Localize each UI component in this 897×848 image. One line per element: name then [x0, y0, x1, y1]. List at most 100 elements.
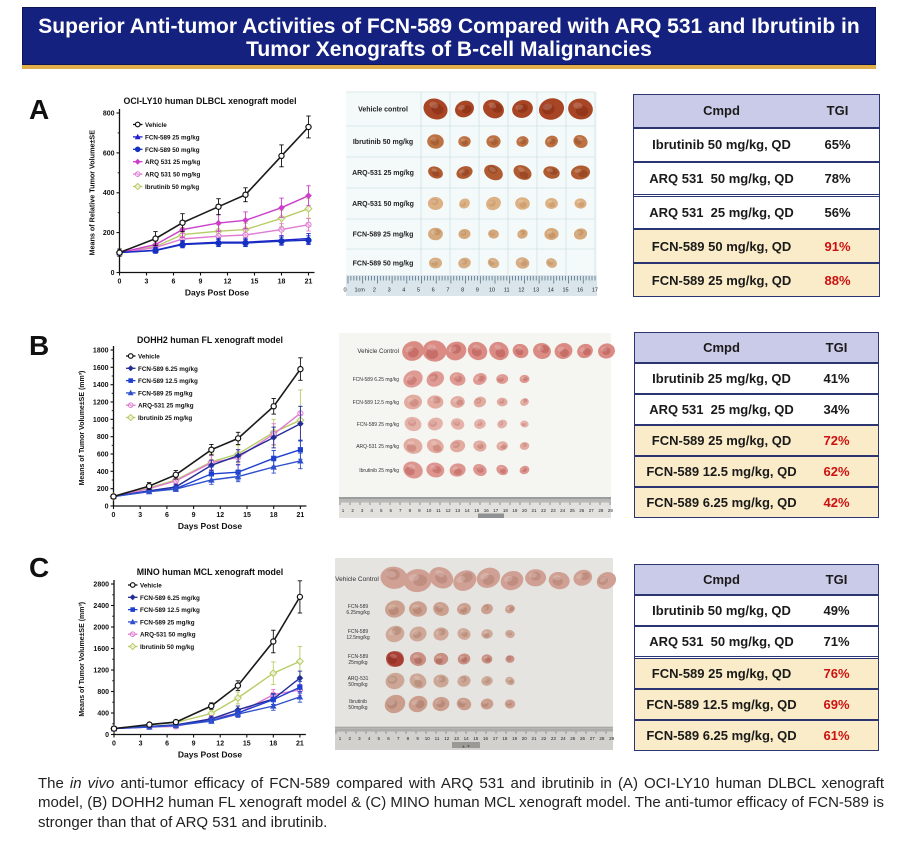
svg-text:0: 0: [343, 288, 346, 294]
svg-text:18: 18: [270, 512, 278, 519]
svg-text:FCN-589: FCN-589: [348, 604, 369, 610]
svg-text:28: 28: [598, 508, 604, 513]
svg-text:15: 15: [243, 741, 251, 748]
svg-text:1200: 1200: [93, 400, 109, 407]
svg-text:800: 800: [103, 111, 115, 118]
svg-text:27: 27: [589, 508, 595, 513]
svg-text:2: 2: [351, 508, 354, 513]
svg-text:2: 2: [348, 736, 351, 741]
svg-text:4: 4: [402, 288, 405, 294]
svg-text:Vehicle: Vehicle: [138, 354, 160, 361]
svg-text:14: 14: [464, 736, 470, 741]
svg-text:23: 23: [551, 508, 557, 513]
svg-text:Vehicle: Vehicle: [140, 583, 162, 590]
svg-text:2000: 2000: [93, 625, 109, 632]
svg-text:50mg/kg: 50mg/kg: [348, 682, 367, 688]
svg-text:FCN-589 25 mg/kg: FCN-589 25 mg/kg: [145, 134, 200, 141]
svg-text:6: 6: [165, 512, 169, 519]
svg-text:600: 600: [97, 452, 109, 459]
svg-text:Vehicle: Vehicle: [145, 122, 167, 129]
svg-text:OCI-LY10 human DLBCL xenograft: OCI-LY10 human DLBCL xenograft model: [123, 96, 296, 106]
svg-text:Days Post Dose: Days Post Dose: [178, 750, 243, 760]
svg-text:FCN-589 25 mg/kg: FCN-589 25 mg/kg: [353, 232, 414, 239]
svg-text:18: 18: [269, 741, 277, 748]
svg-text:0: 0: [105, 732, 109, 739]
svg-text:7: 7: [397, 736, 400, 741]
svg-text:23: 23: [551, 736, 557, 741]
svg-text:Vehicle Control: Vehicle Control: [335, 576, 379, 583]
svg-text:8: 8: [407, 736, 410, 741]
svg-text:9: 9: [199, 279, 203, 286]
svg-text:9: 9: [192, 512, 196, 519]
svg-text:FCN-589 25 mg/kg: FCN-589 25 mg/kg: [357, 422, 399, 428]
svg-text:12: 12: [446, 508, 452, 513]
svg-text:16: 16: [483, 736, 489, 741]
svg-text:3: 3: [361, 508, 364, 513]
svg-text:14: 14: [548, 288, 554, 294]
svg-text:1400: 1400: [93, 382, 109, 389]
svg-text:15: 15: [473, 736, 479, 741]
svg-text:12.5mg/kg: 12.5mg/kg: [346, 635, 370, 641]
svg-text:1800: 1800: [93, 348, 109, 355]
svg-text:Means of Tumor Volume±SE (mm³: Means of Tumor Volume±SE (mm³): [79, 371, 86, 486]
svg-text:1000: 1000: [93, 417, 109, 424]
svg-text:Means of Tumor Volume±SE (mm³: Means of Tumor Volume±SE (mm³): [79, 602, 86, 717]
svg-text:5: 5: [417, 288, 420, 294]
svg-text:18: 18: [278, 279, 286, 286]
svg-text:18: 18: [503, 508, 509, 513]
svg-text:FCN-589 6.25 mg/kg: FCN-589 6.25 mg/kg: [140, 595, 200, 602]
svg-text:9: 9: [416, 736, 419, 741]
svg-text:6: 6: [172, 279, 176, 286]
svg-text:ARQ-531 25 mg/kg: ARQ-531 25 mg/kg: [356, 444, 399, 450]
svg-text:DOHH2 human FL xenograft model: DOHH2 human FL xenograft model: [137, 335, 283, 345]
svg-text:Ibrutinib 50 mg/kg: Ibrutinib 50 mg/kg: [140, 644, 194, 651]
svg-text:17: 17: [493, 508, 499, 513]
svg-text:5: 5: [380, 508, 383, 513]
svg-text:8: 8: [409, 508, 412, 513]
svg-text:11: 11: [504, 288, 510, 294]
svg-text:13: 13: [455, 508, 461, 513]
svg-text:0: 0: [105, 504, 109, 511]
svg-text:17: 17: [592, 288, 598, 294]
svg-text:16: 16: [484, 508, 490, 513]
svg-text:Vehicle control: Vehicle control: [358, 107, 408, 114]
svg-text:20: 20: [522, 508, 528, 513]
svg-text:15: 15: [474, 508, 480, 513]
svg-text:5: 5: [378, 736, 381, 741]
svg-text:6: 6: [165, 741, 169, 748]
svg-text:18: 18: [502, 736, 508, 741]
svg-text:200: 200: [103, 230, 115, 237]
svg-text:ARQ-531 50 mg/kg: ARQ-531 50 mg/kg: [352, 201, 414, 208]
svg-text:600: 600: [103, 150, 115, 157]
svg-text:MINO human MCL xenograft model: MINO human MCL xenograft model: [137, 567, 283, 577]
svg-text:8: 8: [461, 288, 464, 294]
svg-text:6: 6: [432, 288, 435, 294]
svg-text:Means of Relative Tumor Volume: Means of Relative Tumor Volume±SE: [88, 130, 97, 256]
svg-text:ARQ 531 25 mg/kg: ARQ 531 25 mg/kg: [145, 159, 200, 166]
svg-text:FCN-589 12.5 mg/kg: FCN-589 12.5 mg/kg: [140, 607, 200, 614]
svg-text:24: 24: [561, 736, 567, 741]
svg-text:25mg/kg: 25mg/kg: [348, 660, 367, 666]
svg-text:9: 9: [476, 288, 479, 294]
svg-text:FCN-589 12.5 mg/kg: FCN-589 12.5 mg/kg: [353, 400, 400, 406]
svg-text:2: 2: [373, 288, 376, 294]
svg-text:15: 15: [562, 288, 568, 294]
svg-text:FCN-589 25 mg/kg: FCN-589 25 mg/kg: [138, 390, 193, 397]
svg-text:Days Post Dose: Days Post Dose: [185, 288, 250, 298]
svg-text:21: 21: [305, 279, 313, 286]
svg-text:12: 12: [518, 288, 524, 294]
svg-text:12: 12: [216, 512, 224, 519]
svg-text:26: 26: [579, 508, 585, 513]
svg-text:11: 11: [436, 508, 441, 513]
svg-text:Ibrutinib 25 mg/kg: Ibrutinib 25 mg/kg: [359, 468, 399, 474]
svg-text:400: 400: [103, 190, 115, 197]
svg-text:▲ ▼: ▲ ▼: [461, 744, 470, 749]
svg-text:6.25mg/kg: 6.25mg/kg: [346, 610, 370, 616]
svg-text:Ibrutinib 50 mg/kg: Ibrutinib 50 mg/kg: [145, 184, 199, 191]
svg-text:3: 3: [139, 741, 143, 748]
svg-text:16: 16: [577, 288, 583, 294]
svg-text:0: 0: [111, 270, 115, 277]
svg-text:29: 29: [609, 736, 615, 741]
svg-text:11: 11: [435, 736, 440, 741]
svg-text:14: 14: [465, 508, 471, 513]
